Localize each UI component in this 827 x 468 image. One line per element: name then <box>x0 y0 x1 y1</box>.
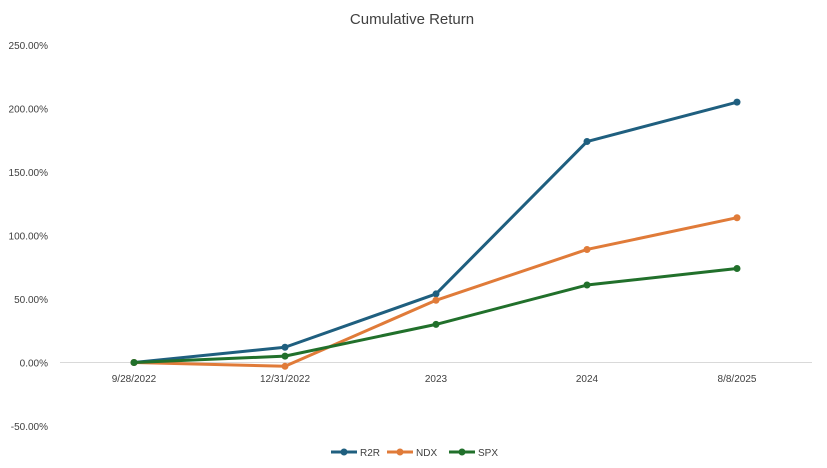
legend-marker <box>340 448 348 456</box>
y-tick-label: 150.00% <box>9 168 49 179</box>
data-point <box>733 98 741 106</box>
legend-item: NDX <box>387 448 437 459</box>
x-tick-label: 9/28/2022 <box>112 374 157 385</box>
y-axis-ticks: 250.00% 200.00% 150.00% 100.00% 50.00% 0.00% -… <box>9 41 49 433</box>
data-point <box>130 359 138 366</box>
data-point <box>432 296 440 304</box>
data-point <box>281 352 289 360</box>
x-axis-ticks: 9/28/2022 12/31/2022 2023 2024 8/8/2025 <box>112 374 757 385</box>
legend: R2R NDX SPX <box>331 448 498 459</box>
y-tick-label: 250.00% <box>9 41 49 52</box>
data-point <box>281 362 289 370</box>
data-point <box>583 281 591 289</box>
data-point <box>583 245 591 253</box>
y-tick-label: -50.00% <box>11 422 48 433</box>
legend-label: SPX <box>478 448 498 459</box>
series-line <box>132 267 739 364</box>
data-point <box>733 265 741 273</box>
data-point <box>432 320 440 328</box>
data-point <box>432 290 440 298</box>
chart-title: Cumulative Return <box>350 11 474 28</box>
data-point <box>583 138 591 146</box>
legend-marker <box>396 448 404 456</box>
y-tick-label: 100.00% <box>9 232 49 243</box>
x-tick-label: 12/31/2022 <box>260 374 310 385</box>
series-spx <box>130 265 741 366</box>
legend-label: NDX <box>416 448 437 459</box>
y-tick-label: 50.00% <box>14 295 48 306</box>
legend-item: SPX <box>449 448 498 459</box>
y-tick-label: 0.00% <box>20 359 48 370</box>
data-point <box>733 214 741 222</box>
legend-marker <box>458 448 466 456</box>
x-tick-label: 8/8/2025 <box>718 374 757 385</box>
x-tick-label: 2023 <box>425 374 448 385</box>
series-group <box>130 98 741 370</box>
y-tick-label: 200.00% <box>9 105 49 116</box>
x-tick-label: 2024 <box>576 374 599 385</box>
data-point <box>281 343 289 351</box>
legend-item: R2R <box>331 448 380 459</box>
legend-label: R2R <box>360 448 380 459</box>
